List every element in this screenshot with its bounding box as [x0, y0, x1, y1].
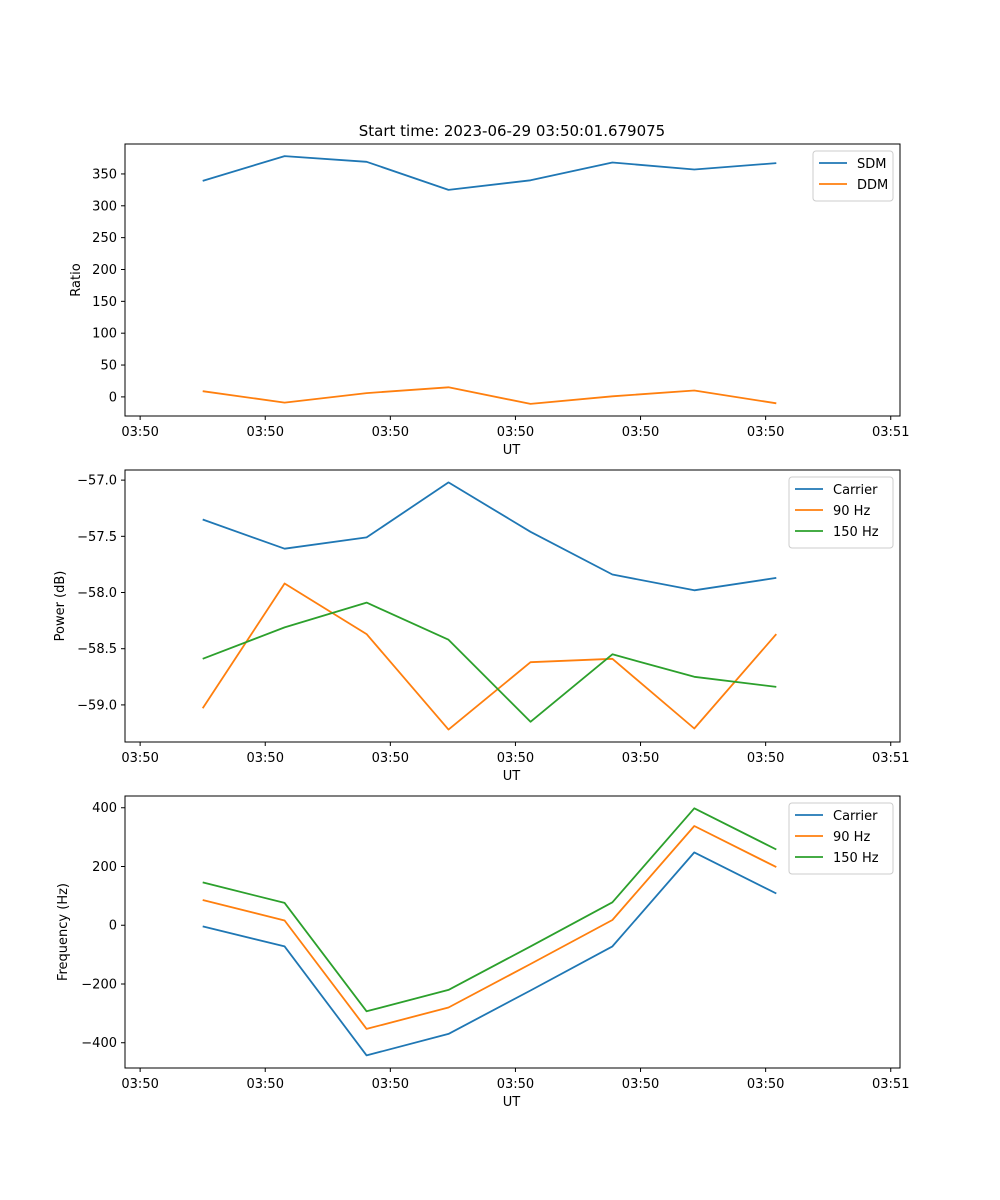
x-tick-label: 03:50 — [247, 751, 284, 766]
x-tick-label: 03:50 — [747, 425, 784, 440]
x-axis-label: UT — [503, 769, 521, 784]
x-tick-label: 03:51 — [872, 425, 909, 440]
x-tick-label: 03:50 — [247, 1077, 284, 1092]
y-tick-label: −58.0 — [77, 586, 117, 601]
legend-label: DDM — [857, 178, 888, 193]
x-tick-label: 03:50 — [121, 425, 158, 440]
plot-area — [202, 155, 777, 405]
x-tick-label: 03:50 — [372, 1077, 409, 1092]
legend-label: 90 Hz — [833, 830, 870, 845]
series-line-150-hz — [202, 601, 777, 723]
x-tick-label: 03:50 — [497, 1077, 534, 1092]
x-tick-label: 03:50 — [372, 425, 409, 440]
x-axis-label: UT — [503, 443, 521, 458]
series-line-ddm — [202, 386, 777, 405]
y-tick-label: 100 — [92, 327, 117, 342]
x-tick-label: 03:50 — [121, 751, 158, 766]
series-line-90-hz — [201, 582, 777, 731]
y-tick-label: −57.0 — [77, 474, 117, 489]
plot-area — [202, 807, 777, 1057]
chart-panel-3: 03:50 03:50 03:50 03:50 03:50 03:50 03:51 −400 −… — [56, 795, 909, 1110]
series-line-90-hz — [202, 825, 777, 1030]
y-tick-label: −57.5 — [77, 530, 117, 545]
axes-frame — [124, 469, 901, 743]
legend-label: 150 Hz — [833, 525, 879, 540]
series-line-150-hz — [202, 807, 777, 1013]
axes-frame — [124, 795, 901, 1069]
legend-label: 150 Hz — [833, 851, 879, 866]
x-tick-label: 03:50 — [747, 1077, 784, 1092]
y-tick-label: 200 — [92, 860, 117, 875]
axes-frame — [124, 143, 901, 417]
x-tick-label: 03:50 — [497, 751, 534, 766]
x-tick-label: 03:50 — [747, 751, 784, 766]
x-tick-label: 03:50 — [497, 425, 534, 440]
y-tick-label: 300 — [92, 199, 117, 214]
legend-label: Carrier — [833, 483, 878, 498]
legend-label: 90 Hz — [833, 504, 870, 519]
chart-panel-2: 03:50 03:50 03:50 03:50 03:50 03:50 03:51 −59.0… — [53, 469, 909, 784]
x-tick-label: 03:51 — [872, 751, 909, 766]
y-tick-label: −400 — [81, 1036, 117, 1051]
y-tick-label: 200 — [92, 263, 117, 278]
series-line-carrier — [202, 481, 777, 592]
x-tick-label: 03:50 — [247, 425, 284, 440]
y-tick-label: 350 — [92, 167, 117, 182]
chart-panels: 03:50 03:50 03:50 03:50 03:50 03:50 03:51 0 50 10… — [53, 143, 909, 1110]
plot-area — [201, 481, 777, 731]
y-tick-label: 50 — [100, 359, 117, 374]
y-axis-label: Ratio — [69, 263, 84, 296]
legend-label: Carrier — [833, 809, 878, 824]
legend-label: SDM — [857, 157, 886, 172]
x-tick-label: 03:51 — [872, 1077, 909, 1092]
x-tick-label: 03:50 — [622, 1077, 659, 1092]
y-tick-label: 400 — [92, 801, 117, 816]
x-axis-label: UT — [503, 1095, 521, 1110]
y-axis-label: Frequency (Hz) — [56, 883, 71, 981]
chart-panel-1: 03:50 03:50 03:50 03:50 03:50 03:50 03:51 0 50 10… — [69, 143, 909, 458]
y-tick-label: −200 — [81, 977, 117, 992]
x-tick-label: 03:50 — [622, 751, 659, 766]
x-tick-label: 03:50 — [622, 425, 659, 440]
legend: Carrier 90 Hz 150 Hz — [788, 802, 894, 875]
y-axis-label: Power (dB) — [53, 571, 68, 642]
y-tick-label: 0 — [109, 390, 117, 405]
series-line-carrier — [202, 851, 777, 1057]
y-tick-label: 0 — [109, 919, 117, 934]
series-line-sdm — [202, 155, 777, 191]
x-tick-label: 03:50 — [372, 751, 409, 766]
x-tick-label: 03:50 — [121, 1077, 158, 1092]
y-tick-label: −58.5 — [77, 642, 117, 657]
y-tick-label: −59.0 — [77, 698, 117, 713]
legend: SDM DDM — [812, 150, 894, 202]
y-tick-label: 250 — [92, 231, 117, 246]
figure-title: Start time: 2023-06-29 03:50:01.679075 — [359, 122, 665, 140]
legend: Carrier 90 Hz 150 Hz — [788, 476, 894, 549]
y-tick-label: 150 — [92, 295, 117, 310]
